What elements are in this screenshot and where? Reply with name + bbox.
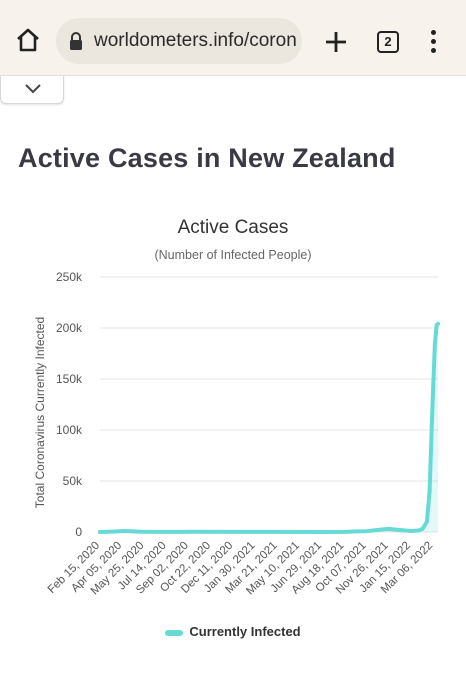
lock-icon <box>70 32 82 50</box>
more-vert-icon[interactable] <box>428 30 438 56</box>
collapse-toggle[interactable] <box>0 76 64 104</box>
y-tick-label: 250k <box>56 270 83 284</box>
y-axis-label: Total Coronavirus Currently Infected <box>33 317 47 508</box>
chevron-down-icon <box>25 84 41 94</box>
chart-subtitle: (Number of Infected People) <box>154 248 312 262</box>
series-line-currently-infected <box>98 321 440 534</box>
y-tick-label: 100k <box>56 423 83 437</box>
series-area <box>100 323 438 532</box>
y-tick-label: 50k <box>63 474 83 488</box>
legend-swatch <box>165 629 184 636</box>
y-tick-label: 150k <box>56 372 83 386</box>
plus-icon[interactable] <box>322 28 350 56</box>
tab-switcher-icon[interactable]: 2 <box>377 31 399 53</box>
legend-label: Currently Infected <box>189 624 301 639</box>
home-icon[interactable] <box>14 26 42 54</box>
page-title: Active Cases in New Zealand <box>18 143 396 173</box>
address-bar[interactable]: worldometers.info/coron <box>56 18 302 64</box>
y-tick-label: 200k <box>56 321 83 335</box>
url-text: worldometers.info/coron <box>94 30 297 51</box>
browser-toolbar: worldometers.info/coron 2 <box>0 0 466 76</box>
chart-legend[interactable]: Currently Infected <box>0 624 466 639</box>
chart-title: Active Cases <box>177 217 289 238</box>
y-tick-label: 0 <box>75 525 82 539</box>
